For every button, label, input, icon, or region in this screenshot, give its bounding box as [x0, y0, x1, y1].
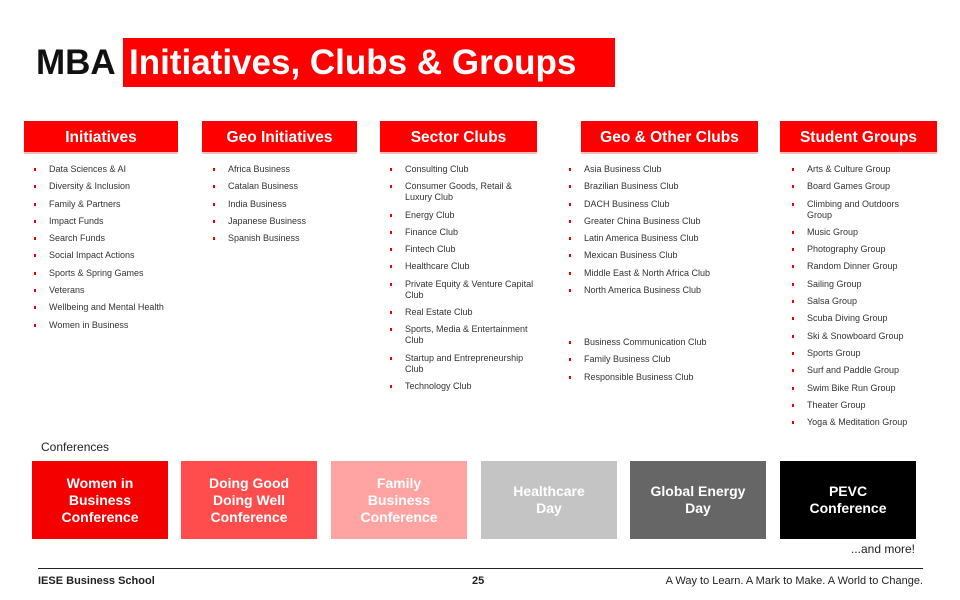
and-more-note: ...and more!: [850, 542, 915, 556]
list-item: North America Business Club: [569, 285, 739, 296]
sector-clubs-list: Consulting Club Consumer Goods, Retail & …: [390, 164, 540, 398]
list-item: Finance Club: [390, 227, 540, 238]
list-item: Responsible Business Club: [569, 372, 739, 383]
list-item: Family & Partners: [34, 199, 174, 210]
conference-women-in-business: Women in Business Conference: [32, 461, 168, 539]
list-item: Business Communication Club: [569, 337, 739, 348]
list-item: Asia Business Club: [569, 164, 739, 175]
list-item: Energy Club: [390, 210, 540, 221]
list-item: Sports Group: [792, 348, 917, 359]
title-prefix: MBA: [36, 43, 116, 82]
list-item: Mexican Business Club: [569, 250, 739, 261]
conference-doing-good: Doing Good Doing Well Conference: [181, 461, 317, 539]
list-item: Fintech Club: [390, 244, 540, 255]
list-item: Consulting Club: [390, 164, 540, 175]
student-groups-list: Arts & Culture Group Board Games Group Cli…: [792, 164, 917, 434]
list-item: Family Business Club: [569, 354, 739, 365]
footer-school: IESE Business School: [38, 575, 155, 587]
list-item: Brazilian Business Club: [569, 181, 739, 192]
list-item: Impact Funds: [34, 216, 174, 227]
column-header-geo-initiatives: Geo Initiatives: [202, 121, 357, 154]
list-item: Women in Business: [34, 320, 174, 331]
list-item: Africa Business: [213, 164, 353, 175]
list-item: Search Funds: [34, 233, 174, 244]
list-item: Yoga & Meditation Group: [792, 417, 917, 428]
page-number: 25: [472, 575, 485, 587]
list-item: Theater Group: [792, 400, 917, 411]
list-item: Sailing Group: [792, 279, 917, 290]
list-item: Arts & Culture Group: [792, 164, 917, 175]
list-item: Climbing and Outdoors Group: [792, 199, 917, 221]
list-item: Diversity & Inclusion: [34, 181, 174, 192]
list-item: Photography Group: [792, 244, 917, 255]
list-item: Technology Club: [390, 381, 540, 392]
list-item: Salsa Group: [792, 296, 917, 307]
conference-healthcare-day: Healthcare Day: [481, 461, 617, 539]
geo-initiatives-list: Africa Business Catalan Business India Bus…: [213, 164, 353, 250]
geo-clubs-list: Asia Business Club Brazilian Business Clu…: [569, 164, 739, 302]
column-header-student-groups: Student Groups: [780, 121, 937, 154]
list-item: Private Equity & Venture Capital Club: [390, 279, 540, 301]
list-item: Middle East & North Africa Club: [569, 268, 739, 279]
list-item: Greater China Business Club: [569, 216, 739, 227]
list-item: Board Games Group: [792, 181, 917, 192]
page-title: Initiatives, Clubs & Groups: [123, 38, 615, 87]
list-item: Japanese Business: [213, 216, 353, 227]
list-item: Veterans: [34, 285, 174, 296]
list-item: Scuba Diving Group: [792, 313, 917, 324]
list-item: Sports & Spring Games: [34, 268, 174, 279]
list-item: Real Estate Club: [390, 307, 540, 318]
list-item: Sports, Media & Entertainment Club: [390, 324, 540, 346]
other-clubs-list: Business Communication Club Family Busine…: [569, 337, 739, 389]
list-item: DACH Business Club: [569, 199, 739, 210]
footer-motto: A Way to Learn. A Mark to Make. A World …: [665, 575, 923, 587]
column-header-initiatives: Initiatives: [24, 121, 178, 154]
conference-global-energy-day: Global Energy Day: [630, 461, 766, 539]
list-item: Healthcare Club: [390, 261, 540, 272]
column-header-geo-other-clubs: Geo & Other Clubs: [581, 121, 758, 154]
list-item: Startup and Entrepreneurship Club: [390, 353, 540, 375]
list-item: Latin America Business Club: [569, 233, 739, 244]
list-item: Swim Bike Run Group: [792, 383, 917, 394]
footer-divider: [38, 568, 923, 569]
list-item: Social Impact Actions: [34, 250, 174, 261]
list-item: Surf and Paddle Group: [792, 365, 917, 376]
list-item: Data Sciences & AI: [34, 164, 174, 175]
initiatives-list: Data Sciences & AI Diversity & Inclusion F…: [34, 164, 174, 337]
conference-family-business: Family Business Conference: [331, 461, 467, 539]
list-item: Consumer Goods, Retail & Luxury Club: [390, 181, 540, 203]
list-item: Ski & Snowboard Group: [792, 331, 917, 342]
conferences-label: Conferences: [41, 440, 110, 454]
list-item: Spanish Business: [213, 233, 353, 244]
column-header-sector-clubs: Sector Clubs: [380, 121, 537, 154]
list-item: Wellbeing and Mental Health: [34, 302, 174, 313]
list-item: Random Dinner Group: [792, 261, 917, 272]
list-item: Music Group: [792, 227, 917, 238]
list-item: India Business: [213, 199, 353, 210]
conference-pevc: PEVC Conference: [780, 461, 916, 539]
list-item: Catalan Business: [213, 181, 353, 192]
